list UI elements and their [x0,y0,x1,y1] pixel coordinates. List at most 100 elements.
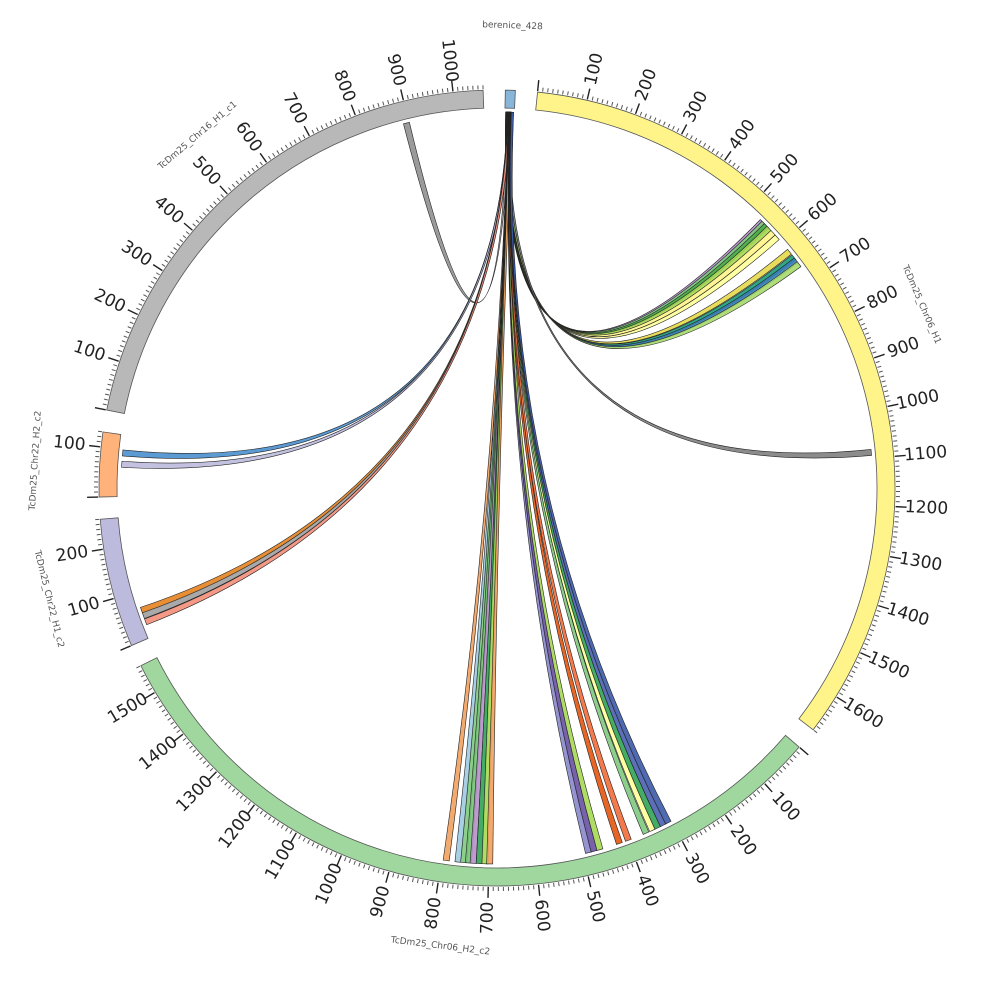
minor-tick [814,244,819,248]
link-chr06_h2 [508,111,598,853]
tick-label: 400 [150,192,188,228]
tick-label: 1000 [895,386,941,414]
minor-tick [831,705,836,709]
minor-tick [363,864,366,869]
minor-tick [353,860,356,865]
minor-tick [782,765,787,770]
minor-tick [97,538,102,541]
minor-tick [781,205,786,210]
minor-tick [102,403,107,406]
minor-tick [729,811,733,816]
minor-tick [325,123,328,128]
minor-tick [720,153,724,158]
minor-tick [873,619,878,622]
minor-tick [202,212,207,216]
minor-tick [775,773,779,777]
minor-tick [631,863,634,868]
minor-tick [113,364,118,367]
minor-tick [868,633,873,637]
link-chr22_h1 [140,111,511,614]
tick-label: 300 [117,237,155,271]
minor-tick [855,661,860,665]
minor-tick [348,112,351,118]
tick-label: 900 [885,333,922,362]
segment-berenice [504,89,516,109]
minor-tick [677,843,681,848]
minor-tick [668,847,672,852]
minor-tick [411,878,414,883]
minor-tick [733,808,737,813]
major-tick [144,692,155,699]
minor-tick [329,120,333,125]
minor-tick [220,778,225,783]
minor-tick [695,833,699,838]
major-tick [887,403,899,408]
minor-tick [616,103,619,108]
minor-tick [892,435,897,437]
link-chr16_h1 [403,111,511,304]
minor-tick [110,373,115,377]
minor-tick [871,624,876,627]
minor-tick [426,880,429,886]
minor-tick [863,327,868,331]
tick-label: 600 [530,898,553,932]
minor-tick [436,89,439,94]
minor-tick [243,174,247,178]
minor-tick [316,127,319,132]
link-chr06_h2 [486,111,513,865]
minor-tick [552,88,554,93]
minor-tick [890,420,895,422]
minor-tick [320,846,324,851]
minor-tick [612,869,615,874]
minor-tick [820,252,825,256]
minor-tick [348,859,352,864]
minor-tick [387,99,390,105]
minor-tick [626,865,629,870]
link-chr22_h2 [122,111,511,459]
tick-label: 400 [632,872,662,909]
minor-tick [849,674,854,678]
tick-label: 600 [804,189,842,225]
tick-label: 700 [477,901,498,934]
minor-tick [672,845,676,850]
segment-label-chr06_h1: TcDm25_Chr06_H1 [899,263,942,346]
tick-label: 500 [767,150,804,187]
tick-label: 100 [581,51,608,87]
minor-tick [771,776,776,781]
minor-tick [402,875,404,880]
minor-tick [367,865,371,871]
minor-tick [694,137,698,142]
minor-tick [744,171,748,176]
ideogram-layer [98,89,896,887]
tick-label: 500 [582,889,609,925]
minor-tick [111,369,116,372]
minor-tick [703,828,707,833]
minor-tick [891,425,896,427]
major-tick [183,222,193,231]
tick-label: 300 [680,88,713,126]
minor-tick [888,566,893,568]
minor-tick [862,647,867,651]
minor-tick [276,150,280,155]
minor-tick [97,543,103,546]
segment-label-chr06_h2: TcDm25_Chr06_H2_c2 [389,935,490,957]
minor-tick [707,145,711,150]
minor-tick [808,236,813,240]
minor-tick [343,114,347,119]
minor-tick [111,602,116,605]
minor-tick [280,147,284,152]
minor-tick [358,109,361,114]
major-tick [173,733,184,742]
minor-tick [839,692,844,696]
minor-tick [645,858,648,863]
minor-tick [131,316,136,320]
minor-tick [145,289,150,293]
minor-tick [596,97,599,102]
minor-tick [562,90,564,95]
major-tick [587,876,592,888]
minor-tick [145,683,150,687]
links-layer [121,111,872,865]
minor-tick [107,383,112,386]
tick-label: 200 [726,822,761,860]
